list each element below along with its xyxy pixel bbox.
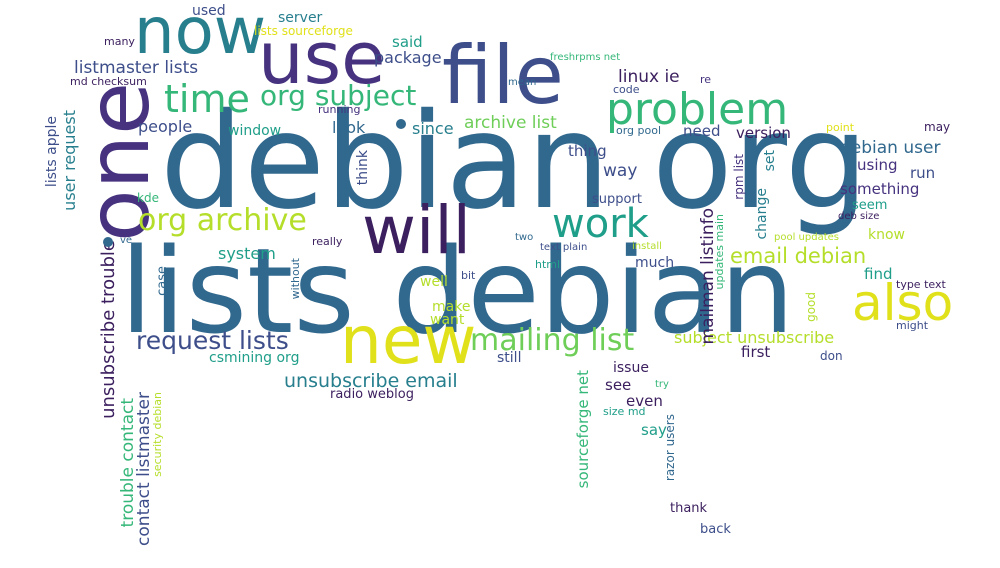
word-well: well — [420, 274, 448, 290]
word-still: still — [497, 350, 522, 366]
word-say: say — [641, 421, 667, 439]
word-also: also — [852, 274, 954, 332]
word-may: may — [924, 120, 951, 134]
word-updates-main: updates main — [713, 214, 726, 290]
word-something: something — [840, 180, 920, 198]
word-really: really — [312, 235, 343, 248]
word-many: many — [104, 35, 135, 48]
word-will: will — [362, 192, 471, 269]
word-mean: mean — [508, 77, 537, 88]
word-now: now — [134, 0, 267, 69]
word-archive-list: archive list — [464, 113, 557, 133]
word-seem: seem — [852, 198, 888, 213]
word-window: window — [228, 123, 282, 139]
word-security-debian: security debian — [151, 392, 164, 477]
word-install: install — [632, 241, 662, 252]
word-good: good — [804, 292, 818, 322]
word-see: see — [605, 376, 632, 394]
word-want: want — [430, 312, 465, 328]
word-thing: thing — [568, 142, 607, 160]
word-make: make — [432, 299, 471, 315]
dot-mark — [396, 119, 406, 129]
word-unsubscribe-trouble: unsubscribe trouble — [98, 240, 119, 419]
word-pool-updates: pool updates — [774, 232, 839, 243]
word-don: don — [820, 349, 843, 363]
word-said: said — [392, 33, 423, 51]
word-html: html — [535, 258, 561, 271]
word-subject-unsubscribe: subject unsubscribe — [674, 328, 835, 347]
word-ve: ve — [120, 235, 133, 246]
word-point: point — [826, 121, 855, 134]
word-freshrpms-net: freshrpms net — [550, 52, 621, 63]
word-csmining-org: csmining org — [209, 350, 300, 366]
word-set: set — [762, 150, 778, 172]
word-system: system — [218, 244, 276, 263]
word-file: file — [442, 29, 564, 122]
word-thank: thank — [670, 501, 708, 516]
word-two: two — [515, 232, 534, 243]
word-might: might — [896, 319, 929, 332]
word-case: case — [155, 266, 170, 296]
word-issue: issue — [613, 360, 649, 376]
word-debian-user: debian user — [840, 138, 941, 158]
word-unsubscribe-email: unsubscribe email — [284, 370, 458, 392]
word-run: run — [910, 164, 936, 182]
word-lists-debian: lists debian — [120, 222, 795, 360]
word-md-checksum: md checksum — [70, 75, 147, 88]
word-first: first — [741, 343, 771, 361]
word-email-debian: email debian — [730, 244, 867, 268]
word-server: server — [278, 10, 323, 26]
word-try: try — [655, 379, 669, 390]
word-size-md: size md — [603, 405, 646, 418]
word-linux-ie: linux ie — [618, 67, 680, 87]
word-know: know — [868, 227, 905, 243]
word-need: need — [683, 122, 721, 140]
word-package: package — [374, 48, 442, 67]
word-look: look — [332, 118, 366, 137]
word-use: use — [258, 16, 386, 100]
word-org-pool: org pool — [616, 124, 662, 137]
word-razor-users: razor users — [663, 414, 677, 482]
word-code: code — [613, 83, 640, 96]
word-support: support — [592, 192, 642, 207]
word-radio-weblog: radio weblog — [330, 387, 414, 402]
word-even: even — [626, 392, 663, 410]
word-much: much — [635, 255, 675, 271]
word-rpm-list: rpm list — [732, 154, 746, 200]
word-debian-org: debian org — [160, 85, 869, 239]
word-work: work — [552, 201, 649, 247]
word-people: people — [138, 117, 193, 136]
word-bit: bit — [461, 269, 476, 282]
word-back: back — [700, 522, 731, 537]
word-lists-apple: lists apple — [44, 116, 60, 188]
word-using: using — [857, 156, 898, 174]
word-used: used — [192, 3, 226, 19]
word-org-subject: org subject — [260, 79, 417, 112]
word-version: version — [736, 124, 791, 142]
word-user-request: user request — [60, 110, 79, 211]
word-mailing-list: mailing list — [470, 323, 635, 358]
dot-mark — [103, 237, 113, 247]
word-org-archive: org archive — [138, 203, 307, 238]
word-problem: problem — [606, 84, 789, 135]
word-find: find — [864, 265, 893, 283]
word-change: change — [754, 188, 770, 240]
word-lists-sourceforge: lists sourceforge — [254, 24, 353, 38]
word-think: think — [355, 150, 371, 186]
word-text-plain: text plain — [540, 242, 588, 253]
word-re: re — [700, 73, 712, 86]
word-time: time — [164, 77, 250, 121]
word-sourceforge-net: sourceforge net — [574, 370, 592, 489]
word-without: without — [289, 258, 302, 300]
word-deb-size: deb size — [838, 211, 880, 222]
word-listmaster-lists: listmaster lists — [74, 58, 199, 78]
word-kde: kde — [137, 191, 159, 205]
word-since: since — [412, 119, 454, 138]
word-request-lists: request lists — [136, 326, 289, 355]
word-type-text: type text — [896, 278, 946, 291]
word-way: way — [603, 161, 638, 181]
word-new: new — [340, 302, 477, 379]
word-running: running — [318, 103, 361, 116]
